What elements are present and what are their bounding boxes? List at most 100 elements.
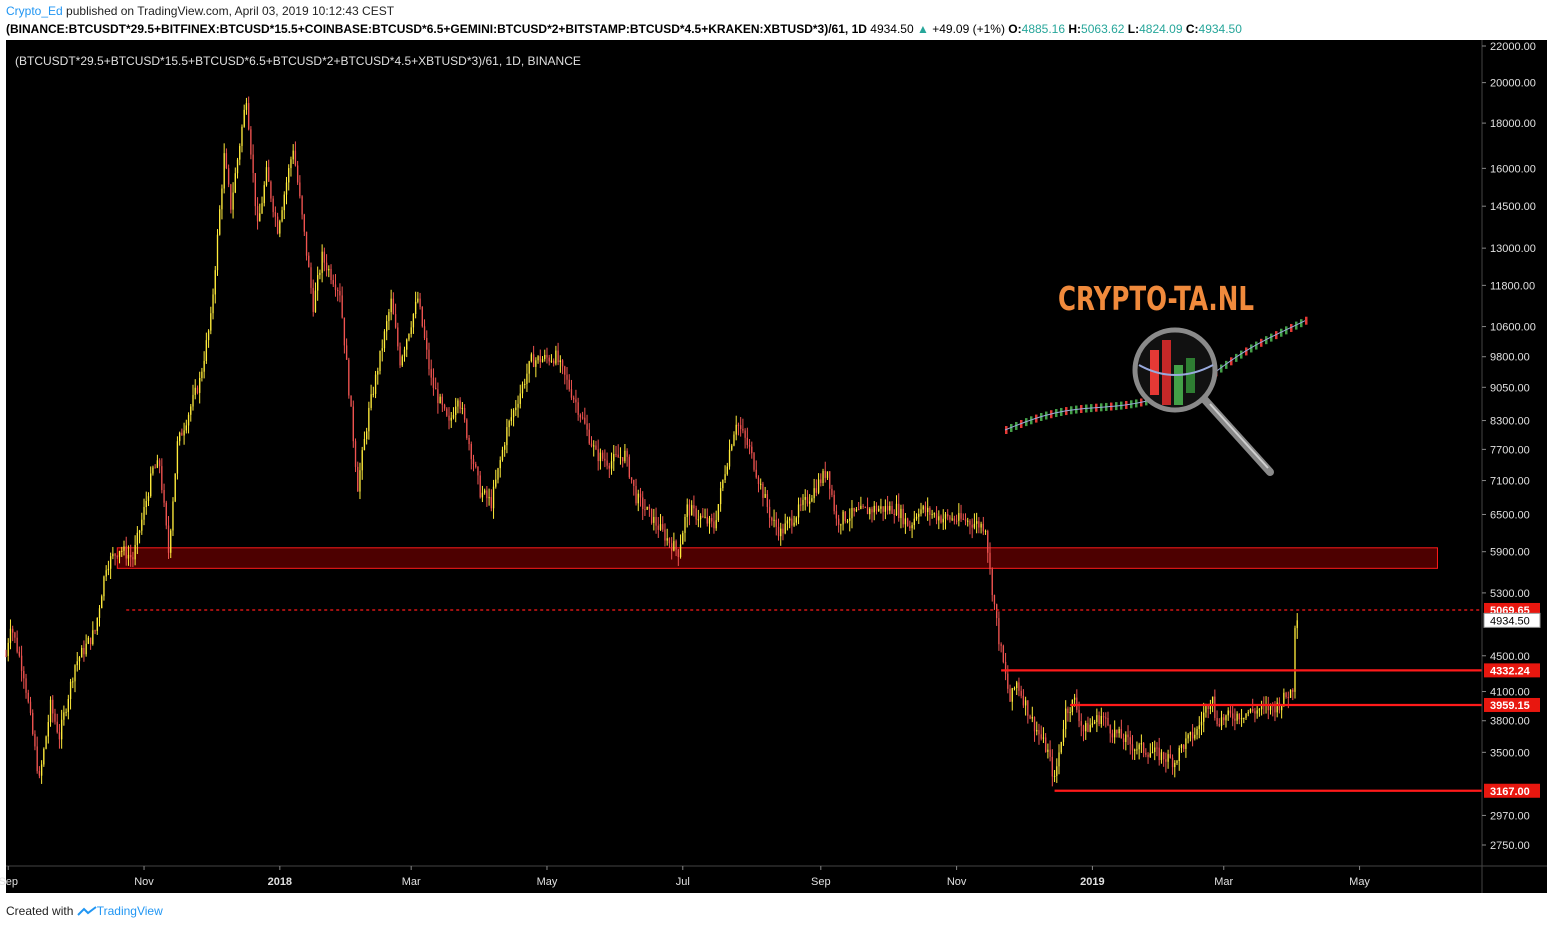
candle-body [1214, 696, 1216, 718]
candle-body [820, 479, 822, 484]
x-tick-label: Mar [1214, 876, 1233, 888]
candle-body [150, 473, 152, 497]
candle-body [1098, 715, 1100, 725]
tradingview-brand[interactable]: TradingView [96, 904, 163, 918]
candle-body [980, 523, 982, 528]
candle-body [947, 514, 949, 517]
y-tick-label: 22000.00 [1490, 41, 1536, 53]
candle-body [288, 168, 290, 183]
candle-body [1078, 709, 1080, 722]
candle-body [334, 284, 337, 290]
candle-body [441, 396, 444, 405]
candle-body [1107, 717, 1109, 726]
change-value: +49.09 (+1%) [932, 22, 1005, 36]
candle-body [52, 699, 54, 714]
candle-body [274, 212, 277, 217]
candle-body [1140, 743, 1143, 745]
candle-body [768, 506, 771, 518]
candle-body [1096, 715, 1098, 723]
candle-body [348, 359, 350, 396]
candle-body [762, 483, 764, 498]
candle-body [1109, 725, 1111, 734]
candle-body [642, 497, 644, 510]
candle-body [628, 456, 631, 478]
footer: Created with TradingView [6, 904, 163, 918]
candle-body [212, 294, 214, 314]
level-price-tag [1484, 783, 1540, 798]
candle-body [1296, 620, 1298, 629]
logo-mini-candle [1275, 331, 1278, 340]
candle-body [998, 618, 1000, 645]
candle-body [893, 513, 895, 515]
candle-body [252, 154, 254, 174]
candle-body [929, 507, 931, 515]
candle-body [695, 508, 697, 520]
candle-body [477, 466, 479, 476]
candle-body [864, 507, 866, 509]
candle-body [230, 184, 232, 210]
candle-body [421, 306, 423, 327]
resistance-zone-layer [116, 547, 1438, 569]
candle-body [1129, 737, 1131, 745]
candle-body [530, 354, 533, 362]
candle-body [1236, 713, 1238, 721]
candle-body [410, 327, 412, 335]
candle-body [20, 655, 23, 671]
candle-body [871, 508, 873, 513]
x-tick-label: Nov [947, 876, 967, 888]
candle-body [1145, 752, 1147, 755]
candle-body [1022, 695, 1025, 706]
logo-mini-candle [1300, 319, 1303, 328]
candle-body [281, 210, 283, 222]
candle-body [18, 651, 21, 656]
candle-body [67, 699, 70, 712]
candle-body [165, 502, 167, 526]
candle-body [570, 389, 573, 398]
candle-body [245, 103, 248, 110]
published-text: published on TradingView.com, April 03, … [66, 4, 395, 18]
candle-body [296, 165, 299, 183]
author-link[interactable]: Crypto_Ed [6, 4, 63, 18]
high-value: 5063.62 [1081, 22, 1125, 36]
candle-body [1256, 710, 1258, 714]
candle-body [1000, 644, 1002, 646]
candle-body [944, 514, 947, 519]
candle-body [590, 443, 593, 447]
candle-body [884, 506, 887, 512]
candle-body [873, 505, 875, 513]
candle-body [466, 419, 468, 438]
candle-body [622, 457, 624, 462]
y-tick-label: 13000.00 [1490, 243, 1536, 255]
candle-body [412, 313, 415, 328]
candle-body [1080, 721, 1082, 726]
logo-mini-candle [1245, 347, 1248, 356]
candle-body [390, 298, 392, 313]
candle-body [599, 452, 602, 462]
candle-body [379, 350, 381, 372]
price-axis[interactable]: 2750.00 2970.00 3500.00 3800.00 4100.00 4500.… [1481, 40, 1547, 893]
candle-body [604, 458, 606, 461]
candle-body [430, 369, 432, 378]
candle-body [617, 454, 619, 458]
candle-body [1076, 697, 1078, 710]
candle-body [54, 713, 56, 722]
candle-body [639, 493, 642, 498]
candle-body [857, 509, 860, 511]
candle-body [764, 494, 766, 498]
candle-body [646, 506, 648, 510]
candle-body [116, 555, 118, 557]
candle-body [733, 434, 735, 446]
candle-body [1276, 702, 1278, 713]
candle-body [1220, 717, 1223, 726]
time-axis[interactable]: Sep Nov 2018 Mar May Jul Sep Nov 2019 Mar May [0, 865, 1547, 888]
candle-body [147, 496, 150, 501]
support-resistance-zone[interactable] [116, 547, 1438, 569]
candle-body [343, 317, 346, 346]
high-label: H: [1068, 22, 1082, 36]
candle-body [263, 185, 265, 204]
candle-body [501, 449, 504, 461]
candle-body [744, 430, 746, 438]
candle-body [922, 506, 924, 510]
logo-mini-candle [1285, 326, 1288, 335]
